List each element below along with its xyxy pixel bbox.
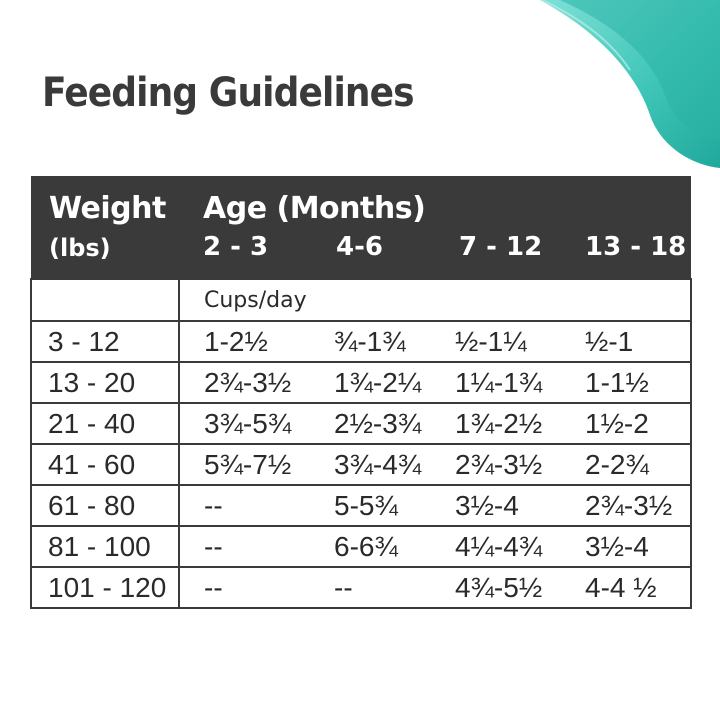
value-cell: 3¾-5¾	[179, 403, 306, 445]
value-cell: 1-2½	[179, 321, 306, 363]
value-cell: 4¾-5½	[431, 567, 561, 609]
feeding-guidelines-table: Weight Age (Months) (lbs) 2 - 3 4-6 7 - …	[30, 176, 693, 609]
value-cell: 6-6¾	[306, 526, 431, 568]
value-cell: 2½-3¾	[306, 403, 431, 445]
unit-row: Cups/day	[30, 278, 693, 322]
age-header: Age (Months)	[179, 176, 692, 228]
value-cell: 2¾-3½	[179, 362, 306, 404]
teal-swoosh-decoration	[540, 0, 720, 168]
table-subheader-row: (lbs) 2 - 3 4-6 7 - 12 13 - 18	[31, 228, 692, 279]
value-cell: ½-1¼	[431, 321, 561, 363]
table-row: 13 - 20 2¾-3½ 1¾-2¼ 1¼-1¾ 1-1½	[30, 362, 693, 404]
value-cell: 4-4 ½	[561, 567, 693, 609]
value-cell: 2¾-3½	[561, 485, 693, 527]
value-cell: 1-1½	[561, 362, 693, 404]
table-row: 81 - 100 -- 6-6¾ 4¼-4¾ 3½-4	[30, 526, 693, 568]
value-cell: --	[306, 567, 431, 609]
value-cell: 1½-2	[561, 403, 693, 445]
value-cell: --	[179, 485, 306, 527]
table-row: 3 - 12 1-2½ ¾-1¾ ½-1¼ ½-1	[30, 321, 693, 363]
table-header-row: Weight Age (Months)	[31, 176, 692, 228]
cups-per-day-label: Cups/day	[179, 278, 693, 322]
value-cell: 3½-4	[431, 485, 561, 527]
page-title: Feeding Guidelines	[42, 70, 415, 116]
value-cell: --	[179, 526, 306, 568]
value-cell: 4¼-4¾	[431, 526, 561, 568]
value-cell: 1¼-1¾	[431, 362, 561, 404]
value-cell: 3¾-4¾	[306, 444, 431, 486]
weight-cell: 21 - 40	[30, 403, 180, 445]
table-row: 21 - 40 3¾-5¾ 2½-3¾ 1¾-2½ 1½-2	[30, 403, 693, 445]
weight-cell: 81 - 100	[30, 526, 180, 568]
weight-header: Weight	[31, 176, 179, 228]
weight-unit-header: (lbs)	[31, 228, 179, 279]
table-row: 61 - 80 -- 5-5¾ 3½-4 2¾-3½	[30, 485, 693, 527]
age-range-header: 4-6	[306, 228, 431, 279]
value-cell: 2-2¾	[561, 444, 693, 486]
value-cell: 1¾-2¼	[306, 362, 431, 404]
value-cell: --	[179, 567, 306, 609]
age-range-header: 2 - 3	[179, 228, 306, 279]
value-cell: 5¾-7½	[179, 444, 306, 486]
weight-cell: 41 - 60	[30, 444, 180, 486]
value-cell: 2¾-3½	[431, 444, 561, 486]
value-cell: 3½-4	[561, 526, 693, 568]
value-cell: ½-1	[561, 321, 693, 363]
weight-cell: 13 - 20	[30, 362, 180, 404]
unit-row-blank-cell	[30, 278, 180, 322]
age-range-header: 7 - 12	[431, 228, 561, 279]
value-cell: 5-5¾	[306, 485, 431, 527]
age-range-header: 13 - 18	[561, 228, 692, 279]
value-cell: 1¾-2½	[431, 403, 561, 445]
weight-cell: 101 - 120	[30, 567, 180, 609]
table-row: 41 - 60 5¾-7½ 3¾-4¾ 2¾-3½ 2-2¾	[30, 444, 693, 486]
value-cell: ¾-1¾	[306, 321, 431, 363]
weight-cell: 61 - 80	[30, 485, 180, 527]
weight-cell: 3 - 12	[30, 321, 180, 363]
table-row: 101 - 120 -- -- 4¾-5½ 4-4 ½	[30, 567, 693, 609]
